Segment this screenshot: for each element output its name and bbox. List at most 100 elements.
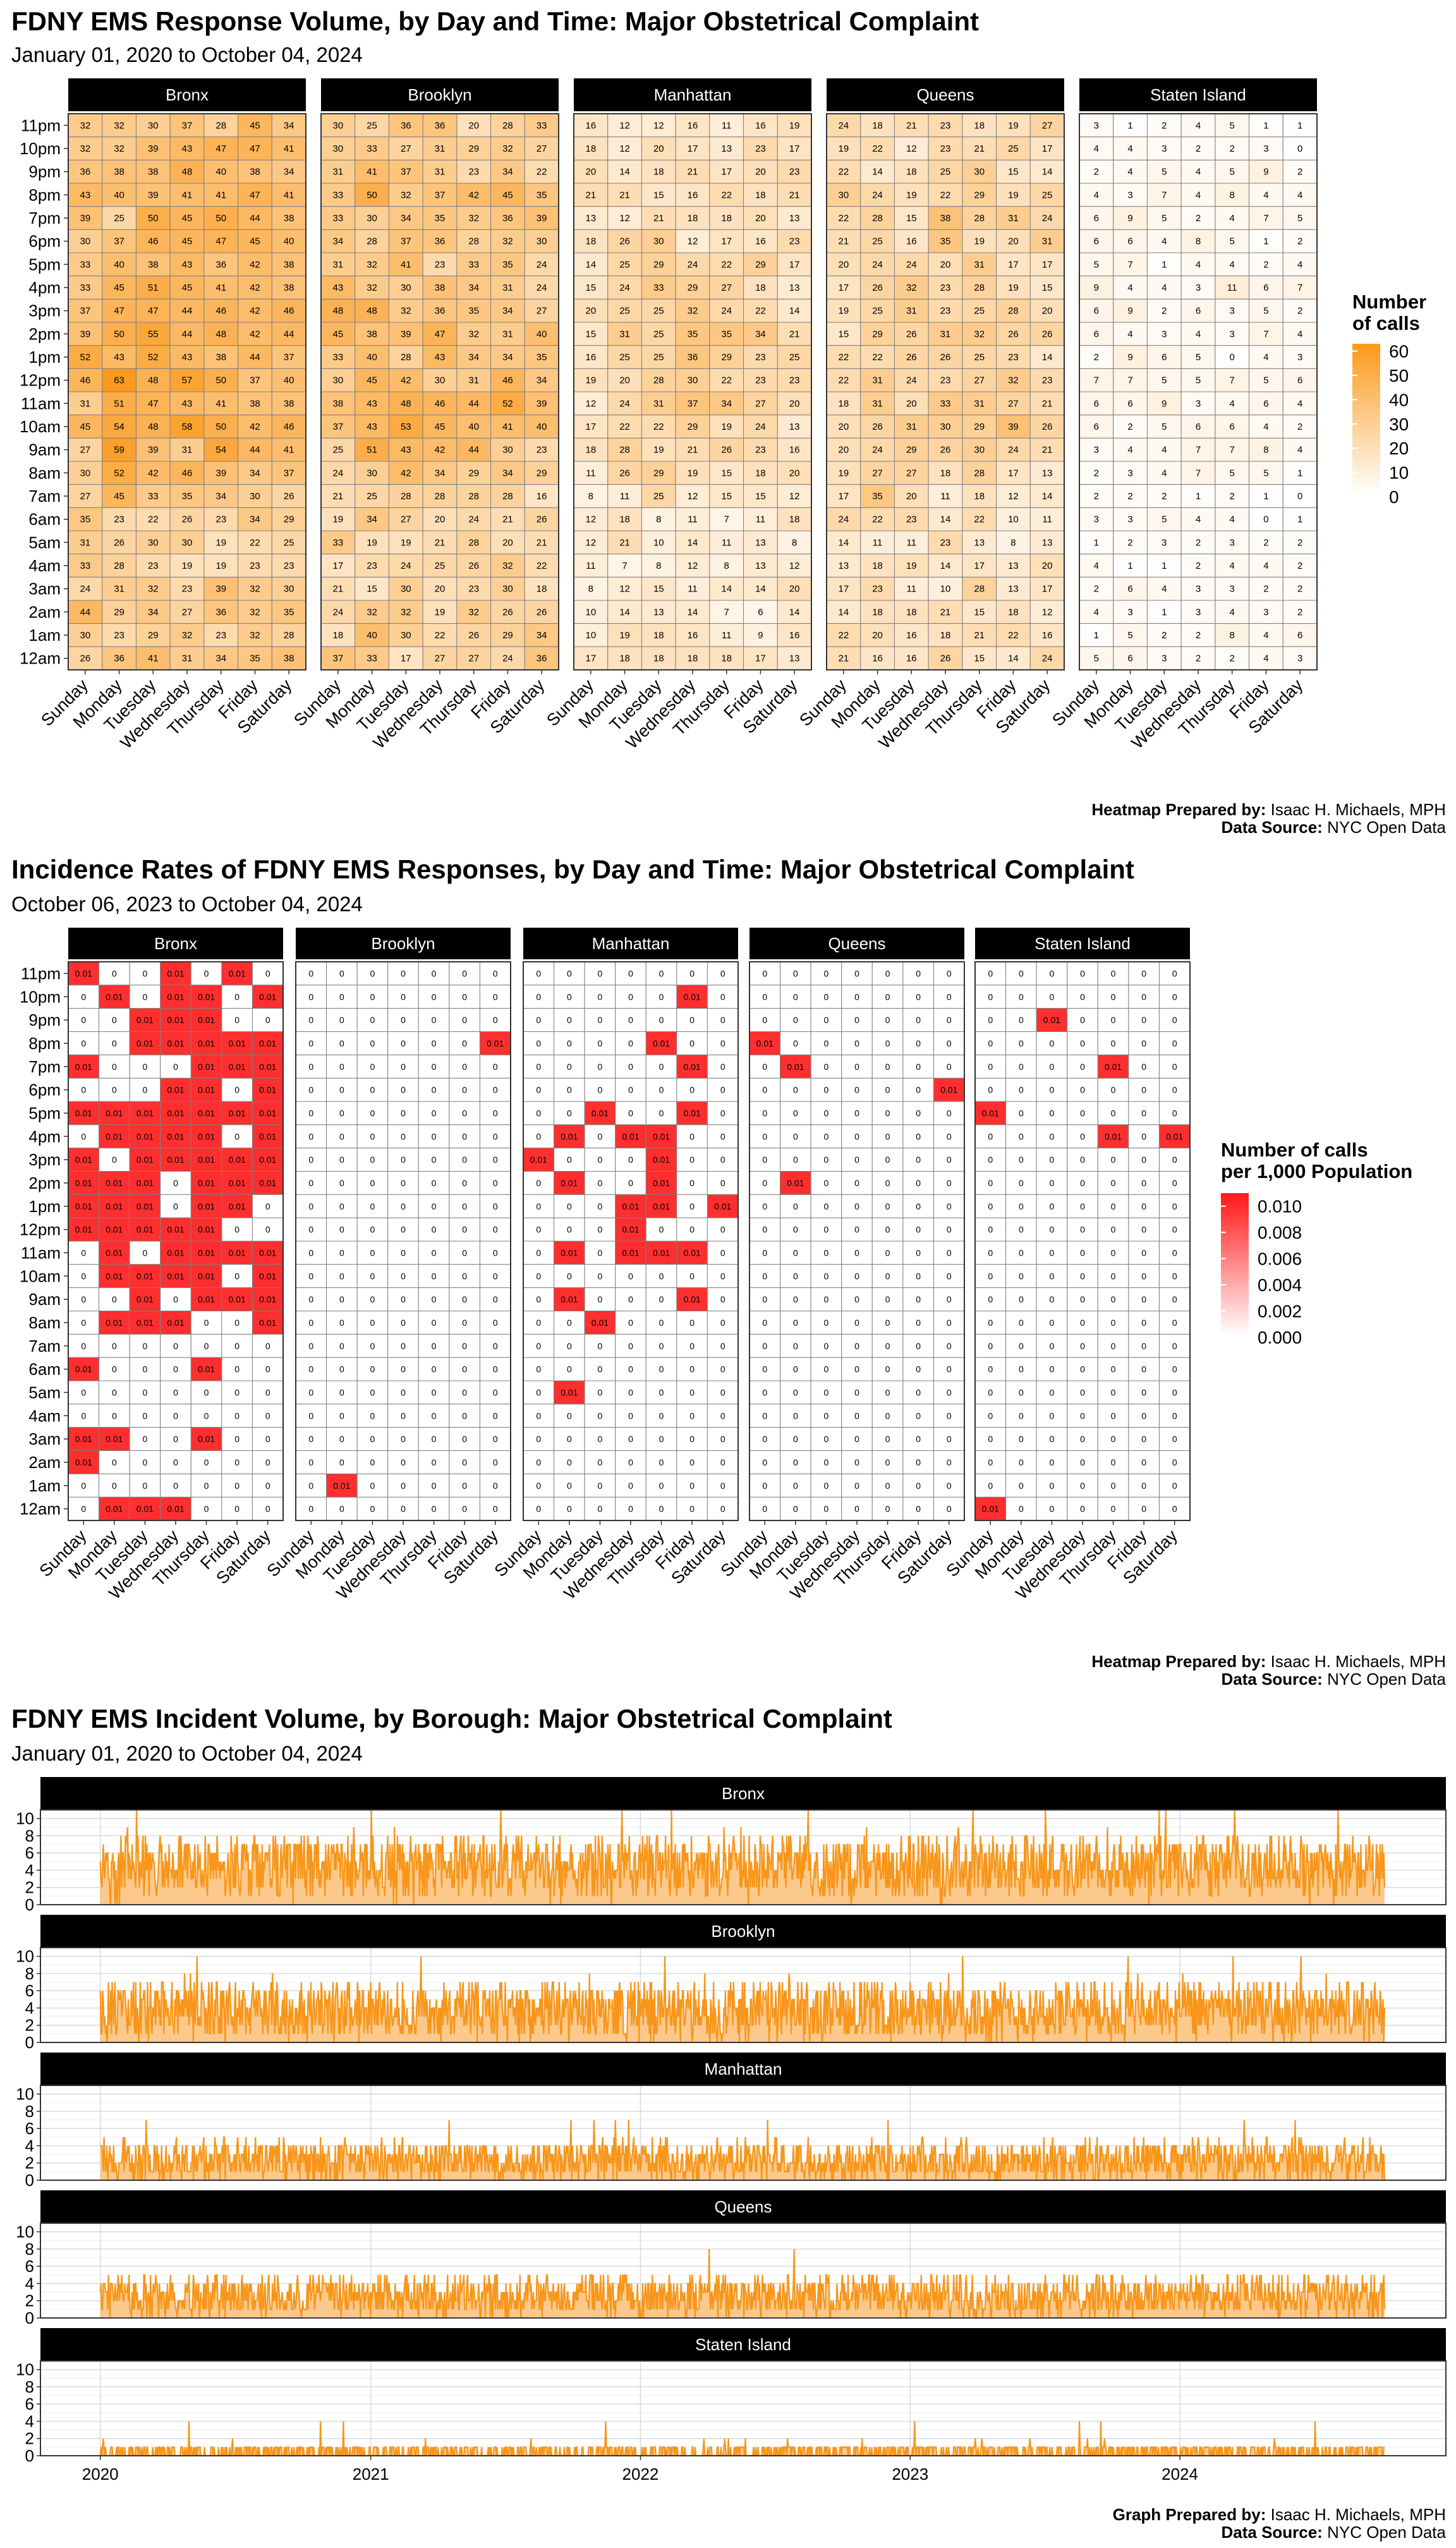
cell-value-label: 0 (947, 1318, 952, 1328)
cell-value-label: 0 (1172, 1271, 1177, 1281)
cell-value-label: 0 (143, 1434, 148, 1444)
cell-value-label: 27 (401, 514, 411, 525)
cell-value-label: 14 (586, 259, 597, 270)
cell-value-label: 27 (872, 468, 883, 478)
cell-value-label: 0.01 (136, 1108, 154, 1118)
cell-value-label: 0 (988, 1481, 993, 1491)
cell-value-label: 32 (401, 306, 411, 317)
y-tick-label: 10 (16, 2085, 34, 2104)
heatmap-cell (355, 298, 389, 323)
cell-value-label: 1 (1162, 607, 1167, 617)
cell-value-label: 29 (721, 352, 732, 363)
cell-value-label: 41 (215, 398, 226, 409)
cell-value-label: 20 (435, 584, 446, 595)
cell-value-label: 39 (80, 329, 91, 339)
cell-value-label: 0 (339, 1504, 344, 1514)
cell-value-label: 24 (906, 259, 917, 270)
cell-value-label: 0 (988, 1294, 993, 1304)
cell-value-label: 0 (536, 1294, 541, 1304)
cell-value-label: 0 (916, 1387, 921, 1397)
cell-value-label: 0 (854, 1155, 859, 1165)
y-tick-label: 12pm (20, 371, 61, 390)
cell-value-label: 0 (885, 1481, 890, 1491)
cell-value-label: 0 (462, 1271, 467, 1281)
cell-value-label: 0 (659, 1225, 664, 1235)
cell-value-label: 6 (1094, 306, 1099, 317)
cell-value-label: 28 (974, 282, 985, 293)
cell-value-label: 0 (885, 1364, 890, 1374)
cell-value-label: 0 (947, 1294, 952, 1304)
heatmap-cell (524, 322, 559, 346)
cell-value-label: 2 (1297, 236, 1302, 247)
cell-value-label: 0 (659, 1410, 664, 1421)
cell-value-label: 31 (333, 259, 344, 270)
cell-value-label: 17 (839, 584, 849, 595)
cell-value-label: 8 (656, 514, 661, 525)
cell-value-label: 2 (1297, 537, 1302, 548)
cell-value-label: 25 (653, 306, 664, 317)
cell-value-label: 43 (333, 282, 344, 293)
legend-gradient-step (1352, 454, 1380, 459)
cell-value-label: 0 (1172, 1504, 1177, 1514)
cell-value-label: 0 (628, 1410, 633, 1421)
panel-label: Staten Island (695, 2335, 791, 2354)
cell-value-label: 21 (906, 120, 917, 131)
y-tick-label: 7am (28, 487, 61, 506)
cell-value-label: 36 (435, 120, 446, 131)
cell-value-label: 0 (1111, 1178, 1116, 1188)
y-tick-label: 8 (25, 2377, 34, 2396)
cell-value-label: 37 (284, 468, 294, 478)
cell-value-label: 0.01 (530, 1155, 547, 1165)
cell-value-label: 21 (789, 190, 800, 200)
cell-value-label: 23 (468, 167, 479, 178)
heatmap-cell (238, 136, 272, 161)
cell-value-label: 20 (586, 306, 597, 317)
cell-value-label: 18 (872, 120, 883, 131)
cell-value-label: 42 (401, 375, 411, 386)
heatmap-cell (456, 229, 492, 253)
cell-value-label: 12 (688, 236, 698, 247)
cell-value-label: 0.01 (167, 1131, 184, 1141)
cell-value-label: 0 (854, 968, 859, 978)
cell-value-label: 0 (370, 1108, 375, 1118)
cell-value-label: 35 (537, 190, 547, 200)
cell-value-label: 0 (1111, 1155, 1116, 1165)
cell-value-label: 37 (688, 398, 698, 409)
cell-value-label: 0 (462, 1178, 467, 1188)
cell-value-label: 18 (653, 630, 664, 641)
cell-value-label: 43 (367, 398, 377, 409)
cell-value-label: 0 (567, 1225, 572, 1235)
heatmap-cell (271, 623, 306, 647)
cell-value-label: 30 (974, 445, 985, 456)
cell-value-label: 0 (1141, 1271, 1146, 1281)
legend-gradient-step (1221, 1211, 1249, 1215)
plot-background (40, 2361, 1446, 2456)
cell-value-label: 50 (114, 329, 124, 339)
cell-value-label: 2 (1127, 537, 1132, 548)
cell-value-label: 25 (653, 352, 664, 363)
cell-value-label: 4 (1127, 167, 1132, 178)
cell-value-label: 0 (1080, 1504, 1085, 1514)
cell-value-label: 45 (182, 236, 193, 247)
cell-value-label: 0 (793, 992, 798, 1002)
cell-value-label: 32 (502, 236, 513, 247)
cell-value-label: 0.01 (167, 968, 184, 978)
cell-value-label: 18 (906, 167, 917, 178)
cell-value-label: 0.01 (714, 1201, 731, 1211)
cell-value-label: 0 (432, 1178, 437, 1188)
heatmap-cell (102, 530, 136, 555)
cell-value-label: 0 (308, 1155, 313, 1165)
legend-gradient-step (1352, 378, 1380, 383)
cell-value-label: 18 (653, 167, 664, 178)
cell-value-label: 44 (250, 445, 260, 456)
cell-value-label: 28 (284, 630, 294, 641)
heatmap-cell (271, 183, 306, 207)
cell-value-label: 0 (762, 1155, 767, 1165)
cell-value-label: 21 (619, 537, 630, 548)
cell-value-label: 0 (234, 1457, 240, 1467)
cell-value-label: 0 (143, 968, 148, 978)
cell-value-label: 0 (112, 1341, 117, 1351)
cell-value-label: 0 (1111, 1481, 1116, 1491)
legend-gradient-step (1352, 466, 1380, 471)
